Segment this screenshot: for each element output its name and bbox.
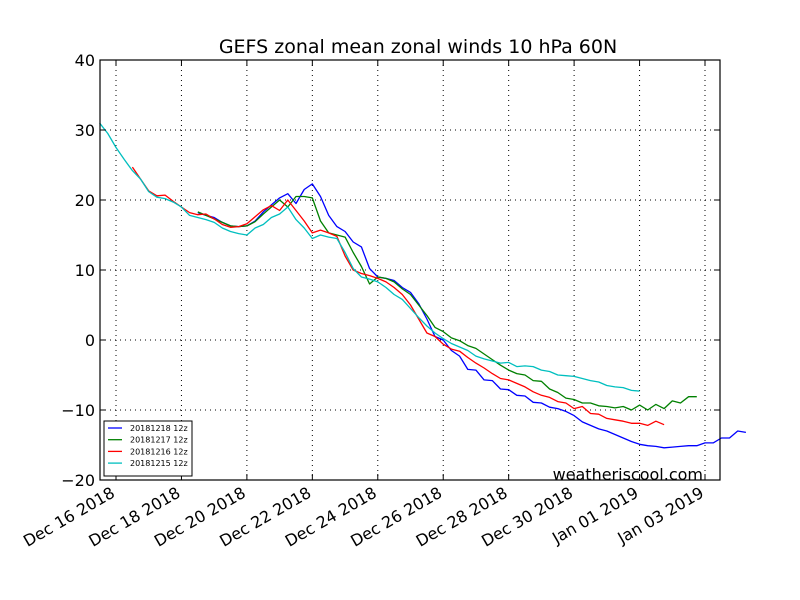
watermark: weatheriscool.com [553, 465, 703, 484]
legend-label: 20181216 12z [130, 447, 188, 456]
y-tick-label: −20 [61, 471, 95, 490]
y-tick-label: 30 [75, 121, 95, 140]
chart-title: GEFS zonal mean zonal winds 10 hPa 60N [219, 36, 617, 58]
series-line-20181218-12z [197, 183, 747, 449]
legend-box [103, 420, 193, 477]
y-tick-label: −10 [61, 401, 95, 420]
legend-label: 20181218 12z [130, 424, 188, 433]
legend-label: 20181217 12z [130, 436, 188, 445]
series-line-20181217-12z [197, 195, 697, 411]
series-line-20181215-12z [99, 122, 640, 392]
series-line-20181216-12z [131, 166, 665, 427]
y-tick-label: 10 [75, 261, 95, 280]
series-group [99, 122, 747, 449]
y-tick-label: 40 [75, 51, 95, 70]
legend: 20181218 12z 20181217 12z 20181216 12z 2018… [103, 420, 193, 477]
grid [100, 60, 720, 480]
legend-label: 20181215 12z [130, 459, 188, 468]
y-tick-label: 20 [75, 191, 95, 210]
y-tick-labels: −20 −10 0 10 20 30 40 [61, 51, 95, 490]
y-tick-label: 0 [85, 331, 95, 350]
